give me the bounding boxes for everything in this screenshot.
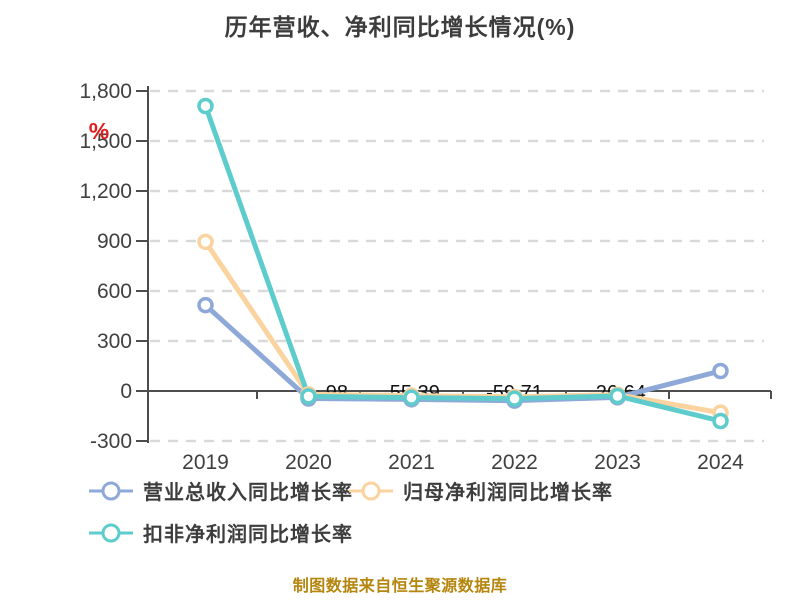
y-tick-label: 1,800 [79, 80, 132, 103]
data-point-s2-2021 [403, 389, 420, 406]
y-axis-unit-label: % [89, 118, 109, 144]
x-axis-label: 2021 [388, 451, 435, 474]
data-point-s2-2024 [712, 412, 729, 430]
x-axis-label: 2020 [285, 451, 332, 474]
legend-item-non-gaap-profit-growth[interactable]: 扣非净利润同比增长率 [88, 518, 353, 547]
data-point-s0-2019 [197, 296, 214, 314]
y-tick-label: 300 [97, 330, 132, 353]
x-axis-label: 2019 [182, 451, 229, 474]
legend-line-circle-icon [349, 481, 393, 500]
y-tick-label: 900 [97, 230, 132, 253]
legend-label: 归母净利润同比增长率 [403, 482, 613, 504]
legend-item-total-revenue-growth[interactable]: 营业总收入同比增长率 [88, 476, 353, 505]
y-tick-label: 1,200 [79, 180, 132, 203]
x-axis-label: 2022 [491, 451, 538, 474]
x-axis-label: 2024 [697, 451, 744, 474]
series-line-2 [203, 103, 723, 424]
y-tick-label: -300 [90, 430, 132, 453]
data-point-s2-2023 [609, 387, 626, 405]
data-point-s2-2022 [506, 390, 523, 407]
chart-title: 历年营收、净利同比增长情况(%) [224, 14, 576, 40]
legend-label: 扣非净利润同比增长率 [143, 524, 353, 546]
legend-line-circle-icon [89, 481, 133, 500]
source-caption: 制图数据来自恒生聚源数据库 [292, 578, 508, 595]
data-point-s1-2019 [197, 233, 214, 251]
data-point-s0-2024 [712, 362, 729, 380]
y-tick-label: 0 [120, 380, 132, 403]
legend-line-circle-icon [89, 523, 133, 542]
data-point-s2-2019 [197, 97, 214, 115]
y-tick-label: 600 [97, 280, 132, 303]
y-tick-label: 1,500 [79, 130, 132, 153]
legend-item-net-profit-growth[interactable]: 归母净利润同比增长率 [348, 476, 613, 505]
x-axis-label: 2023 [594, 451, 641, 474]
legend-label: 营业总收入同比增长率 [143, 482, 353, 504]
data-point-s2-2020 [300, 388, 317, 405]
